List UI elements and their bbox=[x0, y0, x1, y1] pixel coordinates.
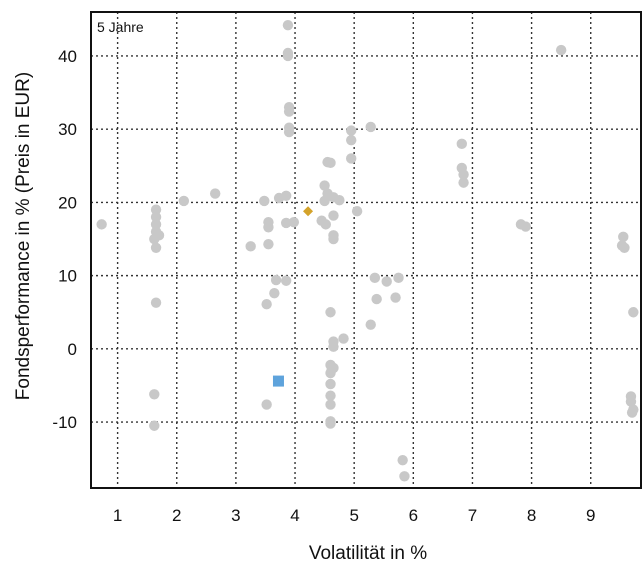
peer-point bbox=[397, 454, 408, 466]
x-tick-label: 5 bbox=[349, 506, 358, 525]
peer-point bbox=[270, 274, 282, 286]
peer-point bbox=[178, 195, 190, 207]
peer-point bbox=[261, 399, 272, 410]
peer-point bbox=[261, 298, 272, 310]
benchmark-point bbox=[303, 206, 314, 217]
peer-point bbox=[346, 125, 357, 136]
peer-point bbox=[555, 44, 567, 56]
peer-point bbox=[150, 242, 162, 254]
peer-point bbox=[399, 471, 410, 482]
peer-point bbox=[245, 241, 256, 252]
x-tick-label: 7 bbox=[468, 506, 477, 525]
peer-point bbox=[259, 195, 270, 207]
peer-point bbox=[153, 230, 165, 241]
peer-point bbox=[458, 169, 469, 180]
peer-point bbox=[365, 121, 376, 133]
peer-point bbox=[320, 219, 331, 230]
peer-point bbox=[209, 188, 221, 199]
peer-point bbox=[150, 219, 162, 230]
peer-point bbox=[325, 307, 336, 318]
period-label: 5 Jahre bbox=[97, 19, 144, 35]
x-tick-label: 8 bbox=[527, 506, 536, 525]
peer-point bbox=[319, 180, 330, 191]
peer-point bbox=[263, 222, 274, 233]
y-tick-label: 40 bbox=[58, 47, 77, 66]
peer-point bbox=[282, 50, 294, 62]
peer-point bbox=[96, 219, 107, 230]
peer-point bbox=[618, 231, 629, 243]
peer-point bbox=[150, 297, 162, 308]
peer-point bbox=[381, 276, 392, 287]
peer-point bbox=[619, 242, 630, 254]
x-axis-title: Volatilität in % bbox=[309, 543, 427, 562]
peer-point bbox=[365, 319, 376, 330]
x-tick-label: 2 bbox=[172, 506, 181, 525]
peer-point bbox=[263, 238, 274, 250]
peer-point bbox=[325, 157, 336, 169]
peer-point bbox=[371, 293, 382, 305]
peer-point bbox=[282, 19, 294, 31]
x-tick-label: 6 bbox=[409, 506, 418, 525]
peer-point bbox=[319, 195, 330, 207]
peer-point bbox=[280, 217, 292, 229]
peer-point bbox=[520, 221, 531, 232]
peer-point bbox=[351, 205, 363, 217]
peer-point bbox=[338, 333, 349, 344]
peer-point bbox=[346, 153, 357, 164]
peer-point bbox=[288, 216, 300, 228]
peer-point bbox=[325, 390, 336, 401]
peer-point bbox=[626, 407, 638, 418]
peer-point bbox=[325, 378, 336, 390]
x-tick-label: 4 bbox=[290, 506, 299, 525]
peer-point bbox=[150, 204, 162, 215]
peer-point bbox=[393, 272, 404, 284]
y-tick-label: 30 bbox=[58, 120, 77, 139]
y-tick-label: 20 bbox=[58, 193, 77, 212]
peer-point bbox=[280, 190, 292, 202]
peer-point bbox=[325, 418, 336, 429]
plot-frame bbox=[90, 11, 642, 489]
peer-point bbox=[325, 399, 336, 410]
peer-point bbox=[456, 138, 468, 150]
peer-point bbox=[334, 195, 345, 206]
peer-point bbox=[149, 420, 160, 431]
peer-point bbox=[625, 396, 637, 407]
peer-point bbox=[328, 341, 339, 352]
x-tick-label: 3 bbox=[231, 506, 240, 525]
y-axis-title: Fondsperformance in % (Preis in EUR) bbox=[13, 72, 34, 400]
peer-point bbox=[283, 106, 295, 117]
y-tick-label: -10 bbox=[52, 413, 77, 432]
peer-point bbox=[283, 126, 295, 138]
peer-point bbox=[269, 288, 280, 299]
peer-point bbox=[390, 292, 401, 303]
y-tick-label: 10 bbox=[58, 267, 77, 286]
peer-point bbox=[328, 210, 339, 221]
peer-point bbox=[325, 367, 336, 379]
gridlines bbox=[91, 12, 641, 488]
y-tick-label: 0 bbox=[68, 340, 77, 359]
fund-point bbox=[272, 375, 284, 387]
peer-point bbox=[346, 134, 357, 146]
peer-point bbox=[280, 275, 292, 286]
data-points bbox=[96, 19, 639, 482]
x-tick-label: 1 bbox=[113, 506, 122, 525]
peer-point bbox=[328, 233, 339, 245]
peer-point bbox=[628, 307, 639, 318]
x-tick-label: 9 bbox=[586, 506, 595, 525]
peer-point bbox=[458, 177, 469, 188]
peer-point bbox=[369, 272, 381, 284]
peer-point bbox=[150, 211, 162, 223]
peer-point bbox=[149, 389, 160, 400]
tick-labels: 1 2 3 4 5 6 7 8 9 -10 0 10 20 30 40 bbox=[52, 47, 595, 525]
